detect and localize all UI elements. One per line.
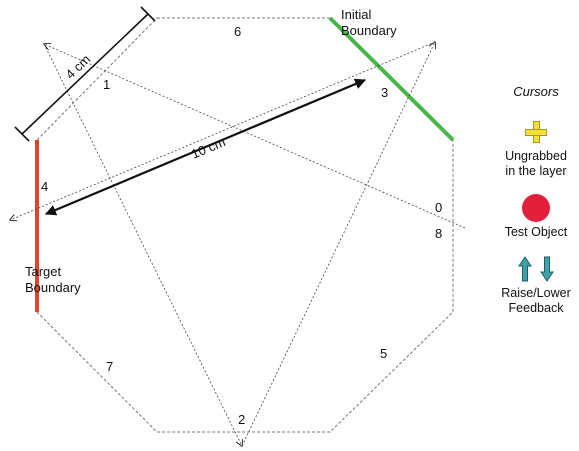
- label-5: 5: [380, 346, 387, 361]
- legend-item-feedback: Raise/Lower Feedback: [488, 252, 579, 316]
- legend-label-ungrabbed-1: Ungrabbed: [505, 149, 567, 163]
- red-dot-icon: [522, 194, 550, 222]
- dimension-4cm-tick-top: [140, 6, 156, 22]
- dimension-4cm-tick-bottom: [14, 126, 30, 142]
- target-boundary-label: Target Boundary: [25, 264, 81, 295]
- dimension-4cm-label: 4 cm: [63, 52, 94, 82]
- up-arrow-icon: [518, 256, 532, 282]
- legend-title: Cursors: [513, 84, 559, 99]
- movement-arrow-1: [43, 43, 242, 446]
- dimension-10cm-arrow: [44, 78, 367, 216]
- legend-label-feedback-2: Feedback: [508, 301, 564, 315]
- legend-item-test-object: Test Object: [488, 191, 579, 240]
- label-7: 7: [106, 359, 113, 374]
- cursors-legend: Cursors Ungrabbed in the layer Test Obje…: [488, 84, 579, 328]
- legend-label-ungrabbed-2: in the layer: [505, 164, 567, 178]
- legend-label-feedback-1: Raise/Lower: [501, 286, 571, 300]
- initial-boundary-line: [328, 16, 455, 142]
- initial-boundary-label: Initial Boundary: [341, 7, 397, 38]
- label-8: 8: [435, 226, 442, 241]
- dimension-10cm-label: 10 cm: [189, 134, 227, 162]
- label-2: 2: [238, 412, 245, 427]
- label-4: 4: [41, 179, 48, 194]
- label-6: 6: [234, 24, 241, 39]
- up-down-arrows-icon: [518, 256, 554, 282]
- legend-label-test-object: Test Object: [504, 225, 568, 239]
- legend-item-ungrabbed: Ungrabbed in the layer: [488, 115, 579, 179]
- movement-arrow-0: [44, 44, 466, 229]
- label-1: 1: [103, 77, 110, 92]
- movement-arrow-2: [241, 42, 435, 447]
- movement-arrow-3: [10, 41, 436, 220]
- yellow-plus-cursor-icon: [525, 121, 547, 143]
- dimension-4cm-line: [21, 13, 149, 135]
- label-0: 0: [435, 200, 442, 215]
- label-3: 3: [381, 85, 388, 100]
- down-arrow-icon: [540, 256, 554, 282]
